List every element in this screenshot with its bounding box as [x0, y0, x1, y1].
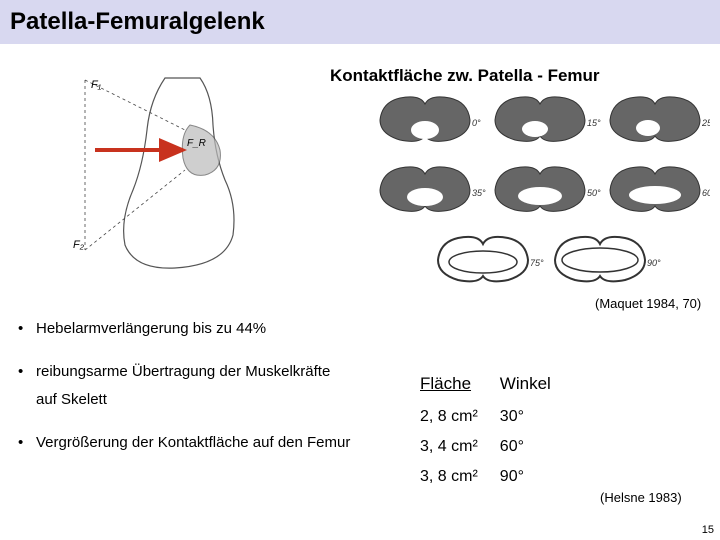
contact-area-grid: 0° 15° 25° 35° 50° 60° 75° 90°	[370, 92, 710, 312]
svg-text:50°: 50°	[587, 188, 601, 198]
cell-angle: 90°	[500, 462, 573, 492]
table-row: 3, 4 cm² 60°	[420, 432, 573, 462]
svg-text:15°: 15°	[587, 118, 601, 128]
citation-helsne: (Helsne 1983)	[600, 490, 682, 505]
svg-text:25°: 25°	[701, 118, 710, 128]
cell-angle: 60°	[500, 432, 573, 462]
cell-angle: 30°	[500, 402, 573, 432]
bullet-2: reibungsarme Übertragung der Muskelkräft…	[12, 358, 352, 415]
table-row: 2, 8 cm² 30°	[420, 402, 573, 432]
table-header-row: Fläche Winkel	[420, 370, 573, 402]
label-f2: F₂	[73, 239, 85, 251]
bullet-3: Vergrößerung der Kontaktfläche auf den F…	[12, 429, 352, 458]
svg-text:90°: 90°	[647, 258, 661, 268]
svg-text:60°: 60°	[702, 188, 710, 198]
label-fr: F_R	[187, 138, 206, 149]
bullet-1: Hebelarmverlängerung bis zu 44%	[12, 315, 352, 344]
page-number: 15	[702, 524, 714, 536]
area-angle-table: Fläche Winkel 2, 8 cm² 30° 3, 4 cm² 60° …	[420, 370, 573, 492]
col-angle: Winkel	[500, 370, 573, 402]
label-f1: F₁	[91, 79, 102, 91]
knee-force-diagram: F₁ F₂ F_R	[55, 70, 280, 275]
cell-area: 3, 4 cm²	[420, 432, 500, 462]
svg-text:75°: 75°	[530, 258, 544, 268]
citation-maquet: (Maquet 1984, 70)	[595, 296, 701, 311]
table-row: 3, 8 cm² 90°	[420, 462, 573, 492]
cell-area: 3, 8 cm²	[420, 462, 500, 492]
page-title: Patella-Femuralgelenk	[0, 0, 720, 44]
svg-text:0°: 0°	[472, 118, 481, 128]
bullet-list: Hebelarmverlängerung bis zu 44% reibungs…	[12, 315, 352, 471]
cell-area: 2, 8 cm²	[420, 402, 500, 432]
col-area: Fläche	[420, 370, 500, 402]
subtitle: Kontaktfläche zw. Patella - Femur	[330, 66, 600, 86]
svg-text:35°: 35°	[472, 188, 486, 198]
